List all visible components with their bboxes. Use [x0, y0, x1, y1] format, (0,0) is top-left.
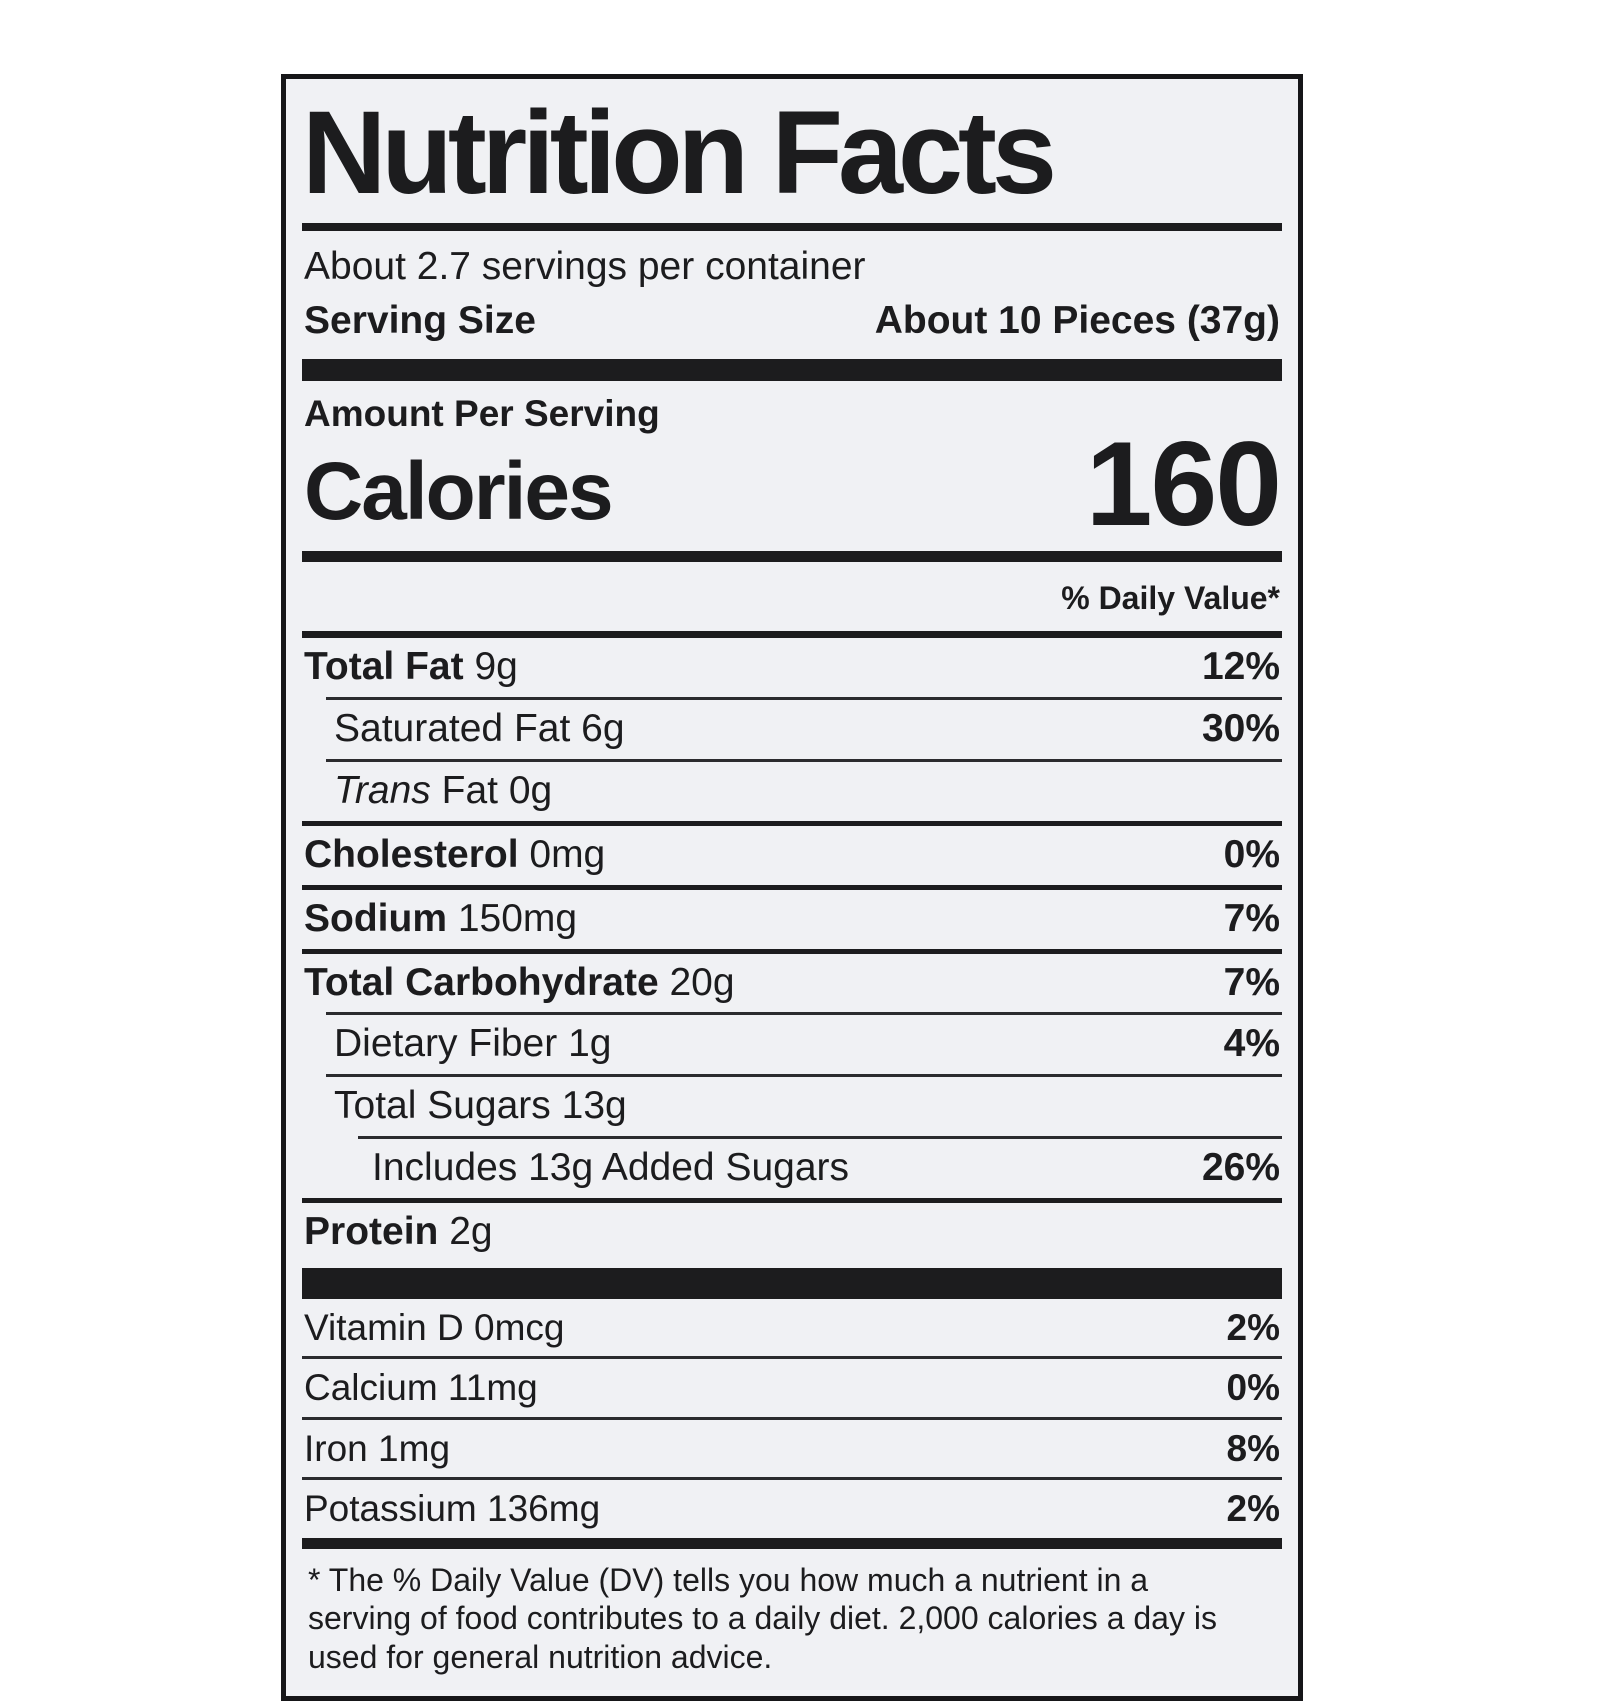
nutrient-name-amount: Sodium 150mg — [304, 897, 577, 942]
servings-per-container: About 2.7 servings per container — [304, 245, 866, 289]
section-bar-footnote — [302, 1538, 1282, 1550]
nutrient-amount: 20g — [658, 960, 735, 1004]
nutrient-name-amount: Vitamin D 0mcg — [304, 1307, 564, 1350]
nutrient-amount: 1mg — [367, 1427, 451, 1469]
nutrient-name: Trans — [334, 769, 431, 813]
daily-value-header: % Daily Value* — [1061, 580, 1280, 617]
serving-size-row: Serving Size About 10 Pieces (37g) — [302, 299, 1282, 359]
calories-label: Calories — [304, 446, 614, 538]
title-divider — [302, 223, 1282, 232]
nutrient-name: Sodium — [304, 896, 447, 940]
row-separator — [326, 697, 1282, 701]
nutrient-name: Includes 13g Added Sugars — [372, 1146, 850, 1190]
nutrient-amount: 150mg — [447, 896, 578, 940]
nutrient-name: Iron — [304, 1427, 368, 1469]
nutrient-daily-value: 7% — [1223, 896, 1280, 940]
nutrient-name: Total Fat — [304, 645, 464, 689]
nutrient-row: Includes 13g Added Sugars 26% — [302, 1139, 1282, 1198]
nutrient-name-amount: Potassium 136mg — [304, 1488, 600, 1531]
nutrient-name: Potassium — [304, 1488, 477, 1530]
row-separator — [326, 1012, 1282, 1016]
label-title: Nutrition Facts — [302, 87, 1057, 219]
nutrient-daily-value: 12% — [1201, 645, 1280, 689]
nutrient-row: Dietary Fiber 1g 4% — [302, 1015, 1282, 1074]
micronutrient-row: Potassium 136mg 2% — [302, 1480, 1282, 1538]
micronutrient-row: Calcium 11mg 0% — [302, 1359, 1282, 1417]
calories-value: 160 — [1085, 417, 1282, 551]
nutrient-name-suffix: Fat — [430, 769, 498, 813]
nutrient-name-amount: Iron 1mg — [304, 1428, 450, 1471]
row-separator — [358, 1136, 1282, 1140]
nutrient-name-amount: Cholesterol 0mg — [304, 833, 605, 878]
nutrient-rows: Total Fat 9g 12% Saturated Fat 6g 30% Trans … — [302, 638, 1282, 1261]
nutrient-row: Total Fat 9g 12% — [302, 638, 1282, 697]
nutrient-name-amount: Dietary Fiber 1g — [334, 1022, 611, 1067]
nutrient-amount: 2g — [438, 1209, 493, 1253]
nutrient-name: Calcium — [304, 1367, 438, 1409]
row-separator — [302, 884, 1282, 890]
daily-value-footnote: * The % Daily Value (DV) tells you how m… — [308, 1562, 1217, 1675]
nutrient-name-amount: Trans Fat 0g — [334, 769, 552, 814]
nutrient-name: Vitamin D — [304, 1306, 464, 1348]
nutrient-amount: 1g — [557, 1022, 612, 1066]
nutrition-facts-label: Nutrition Facts About 2.7 servings per c… — [281, 74, 1303, 1701]
nutrient-daily-value: 2% — [1226, 1488, 1280, 1530]
row-separator — [302, 1416, 1282, 1420]
micronutrient-row: Vitamin D 0mcg 2% — [302, 1299, 1282, 1357]
nutrient-name-amount: Saturated Fat 6g — [334, 707, 625, 752]
nutrient-amount: 6g — [570, 707, 625, 751]
nutrient-name-amount: Calcium 11mg — [304, 1367, 538, 1410]
nutrient-row: Total Carbohydrate 20g 7% — [302, 954, 1282, 1013]
nutrient-daily-value: 2% — [1226, 1306, 1280, 1348]
nutrient-row: Total Sugars 13g — [302, 1077, 1282, 1136]
section-bar-dv — [302, 631, 1282, 639]
nutrient-name: Cholesterol — [304, 832, 519, 876]
nutrient-daily-value: 7% — [1223, 960, 1280, 1004]
row-separator — [302, 948, 1282, 954]
nutrient-amount: 9g — [463, 645, 518, 689]
nutrient-name: Protein — [304, 1209, 439, 1253]
nutrient-amount: 0mcg — [463, 1306, 565, 1348]
nutrient-name-amount: Total Fat 9g — [304, 645, 518, 690]
nutrient-daily-value: 0% — [1226, 1367, 1280, 1409]
nutrient-amount: 0mg — [518, 832, 606, 876]
calories-row: Calories 160 — [302, 417, 1282, 551]
row-separator — [302, 1477, 1282, 1481]
nutrient-row: Protein 2g — [302, 1203, 1282, 1262]
micronutrient-row: Iron 1mg 8% — [302, 1420, 1282, 1478]
nutrient-daily-value: 8% — [1226, 1427, 1280, 1469]
nutrient-amount: 13g — [550, 1084, 627, 1128]
nutrient-row: Trans Fat 0g — [302, 762, 1282, 821]
row-separator — [302, 1197, 1282, 1203]
row-separator — [326, 759, 1282, 763]
amount-per-serving-label: Amount Per Serving — [304, 393, 660, 434]
nutrient-name-amount: Total Carbohydrate 20g — [304, 961, 735, 1006]
nutrient-daily-value: 30% — [1201, 707, 1280, 751]
row-separator — [302, 820, 1282, 826]
nutrient-daily-value: 4% — [1223, 1022, 1280, 1066]
nutrient-name-amount: Protein 2g — [304, 1210, 493, 1255]
nutrient-name: Total Sugars — [334, 1084, 551, 1128]
section-bar-top — [302, 359, 1282, 381]
nutrient-daily-value: 26% — [1201, 1146, 1280, 1190]
nutrient-name: Total Carbohydrate — [304, 960, 659, 1004]
nutrient-daily-value: 0% — [1223, 832, 1280, 876]
nutrient-name-amount: Includes 13g Added Sugars — [372, 1146, 849, 1191]
nutrient-name: Saturated Fat — [334, 707, 571, 751]
nutrient-amount: 0g — [497, 769, 553, 813]
serving-size-value: About 10 Pieces (37g) — [874, 299, 1280, 342]
nutrient-name: Dietary Fiber — [334, 1022, 558, 1066]
nutrient-row: Sodium 150mg 7% — [302, 890, 1282, 949]
nutrient-name-amount: Total Sugars 13g — [334, 1084, 627, 1129]
micronutrient-rows: Vitamin D 0mcg 2% Calcium 11mg 0% Iron 1mg 8%… — [302, 1299, 1282, 1538]
section-bar-protein — [302, 1267, 1282, 1299]
nutrient-row: Cholesterol 0mg 0% — [302, 826, 1282, 885]
row-separator — [326, 1074, 1282, 1078]
row-separator — [302, 1356, 1282, 1360]
nutrient-row: Saturated Fat 6g 30% — [302, 700, 1282, 759]
nutrient-amount: 136mg — [476, 1488, 601, 1530]
section-bar-calories — [302, 551, 1282, 563]
serving-size-label: Serving Size — [304, 299, 536, 342]
nutrient-amount: 11mg — [437, 1367, 538, 1409]
